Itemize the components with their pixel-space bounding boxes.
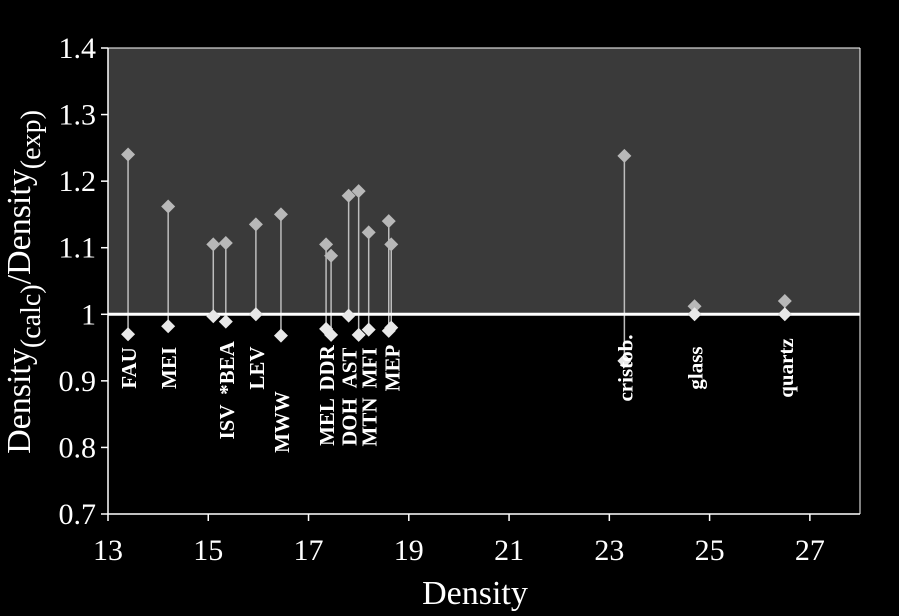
y-tick-label: 1	[81, 298, 96, 331]
category-label: cristob.	[613, 334, 637, 401]
x-tick-label: 15	[193, 534, 223, 567]
calc-point-low	[777, 307, 792, 322]
x-ticks: 13 15 17 19 21 23 25 27	[93, 514, 825, 567]
y-tick-label: 1.1	[59, 232, 97, 265]
y-tick-label: 0.8	[59, 431, 97, 464]
calc-point-low	[218, 314, 233, 329]
x-tick-label: 23	[594, 534, 624, 567]
calc-point-low	[687, 307, 702, 322]
category-label: DOH	[338, 398, 362, 446]
calc-point-high	[361, 225, 376, 240]
category-label: glass	[684, 346, 708, 389]
calc-point-high	[273, 207, 288, 222]
category-label: quartz	[774, 338, 798, 398]
y-axis-title-exp: (exp)	[16, 110, 47, 169]
calc-point-low	[351, 327, 366, 342]
calc-point-high	[351, 184, 366, 199]
calc-point-high	[381, 214, 396, 229]
category-label: LEV	[245, 346, 269, 389]
category-label: *BEA	[215, 340, 239, 395]
category-label: MEP	[380, 345, 404, 392]
plot-area	[107, 47, 861, 515]
category-label: ISV	[215, 404, 239, 439]
x-tick-label: 19	[394, 534, 424, 567]
y-ticks: 0.7 0.8 0.9 1 1.1 1.2 1.3 1.4	[59, 32, 108, 531]
category-label: MWW	[270, 391, 294, 453]
y-axis-title-calc: (calc)	[16, 284, 47, 348]
y-axis-title-slash: /Density	[1, 169, 38, 284]
y-tick-label: 0.7	[59, 498, 97, 531]
y-axis-title-base: Density	[1, 348, 38, 454]
calc-point-low	[341, 308, 356, 323]
calc-point-high	[341, 188, 356, 203]
category-label: DDR	[315, 344, 339, 390]
calc-point-high	[206, 237, 221, 252]
y-axis-title: Density(calc)/Density(exp)	[1, 110, 47, 454]
category-label: MEI	[157, 347, 181, 389]
calc-point-high	[319, 237, 334, 252]
calc-point-high	[384, 237, 399, 252]
y-tick-label: 0.9	[59, 365, 97, 398]
category-label: AST	[338, 348, 362, 389]
y-tick-label: 1.4	[59, 32, 97, 65]
x-axis-title: Density	[422, 575, 528, 612]
calc-point-high	[121, 147, 136, 162]
x-tick-label: 27	[795, 534, 825, 567]
calc-point-low	[161, 319, 176, 334]
lower-region	[108, 314, 860, 514]
calc-point-low	[361, 322, 376, 337]
calc-point-low	[121, 327, 136, 342]
x-tick-label: 13	[93, 534, 123, 567]
calc-point-low	[206, 309, 221, 324]
category-label: FAU	[117, 347, 141, 389]
calc-point-low	[273, 328, 288, 343]
calc-point-high	[617, 148, 632, 163]
calc-point-high	[687, 299, 702, 314]
x-tick-label: 21	[494, 534, 524, 567]
markers	[121, 147, 792, 368]
y-tick-label: 1.3	[59, 99, 97, 132]
calc-point-high	[777, 293, 792, 308]
calc-point-low	[324, 327, 339, 342]
calc-point-high	[248, 217, 263, 232]
calc-point-high	[161, 199, 176, 214]
calc-point-high	[324, 248, 339, 263]
category-label: MEL	[315, 398, 339, 446]
calc-point-low	[384, 320, 399, 335]
x-tick-label: 25	[695, 534, 725, 567]
calc-point-low	[617, 353, 632, 368]
x-tick-label: 17	[294, 534, 324, 567]
category-label: MTN	[358, 398, 382, 447]
category-label: MFI	[358, 348, 382, 389]
upper-region	[108, 48, 860, 315]
calc-point-low	[248, 307, 263, 322]
calc-point-high	[218, 236, 233, 251]
y-tick-label: 1.2	[59, 165, 97, 198]
